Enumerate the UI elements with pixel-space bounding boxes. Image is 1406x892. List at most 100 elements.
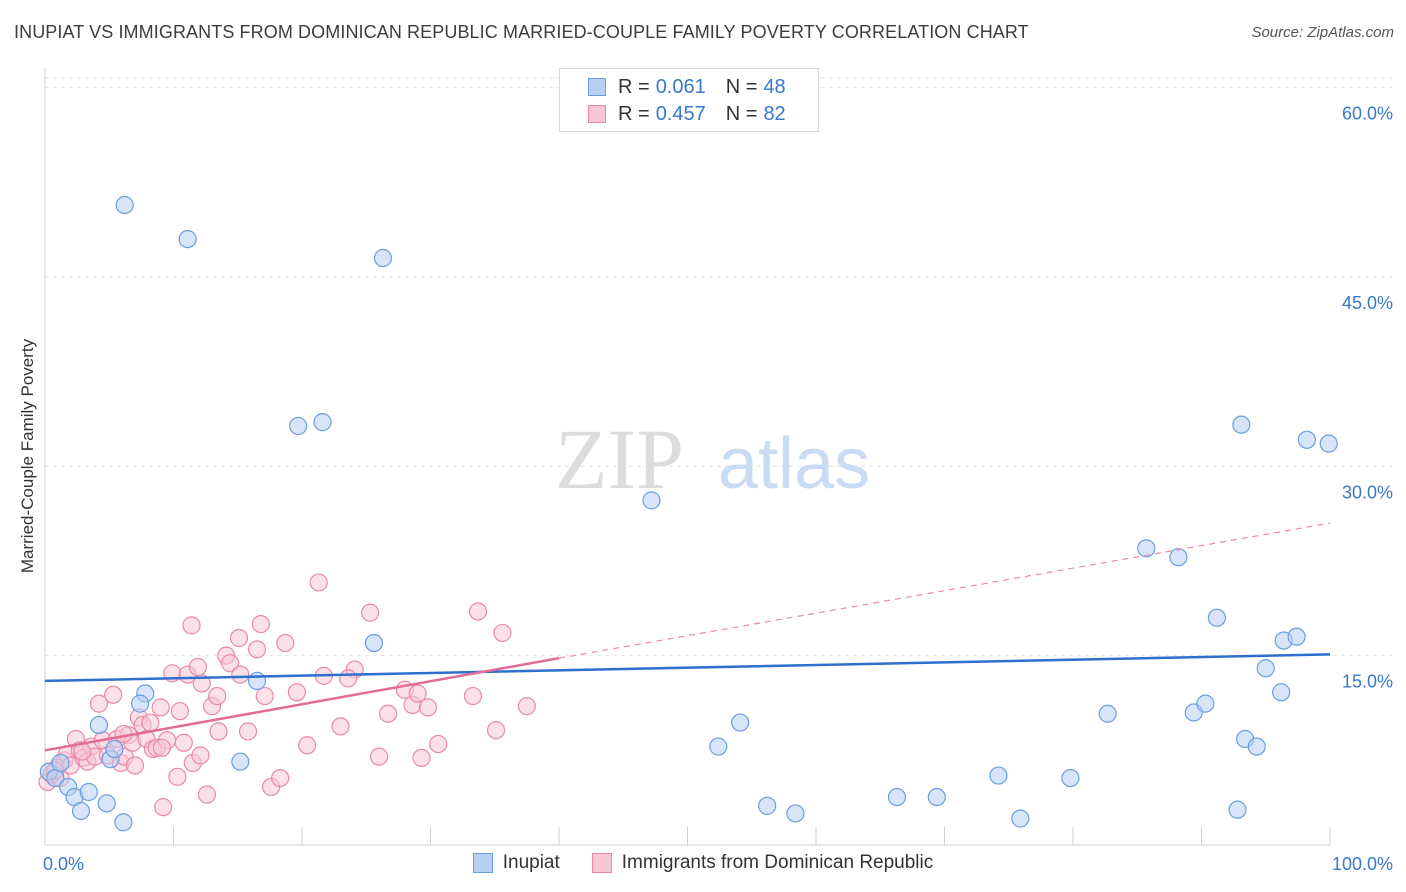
dominican-point — [182, 616, 201, 635]
inupiat-trend-line — [44, 653, 1331, 683]
inupiat-point — [642, 491, 661, 510]
y-tick-label: 30.0% — [1342, 482, 1393, 502]
inupiat-point — [1169, 548, 1188, 567]
inupiat-point — [364, 633, 384, 653]
dominican-point — [114, 724, 133, 744]
dominican-trend-extension — [558, 522, 1331, 659]
series-label-dominican: Immigrants from Dominican Republic — [621, 852, 934, 873]
dominican-point — [251, 614, 270, 634]
series-legend: Inupiat Immigrants from Dominican Republ… — [0, 852, 1406, 874]
dominican-point — [370, 747, 389, 766]
inupiat-point — [79, 782, 98, 802]
dominican-point — [517, 697, 536, 716]
points-layer — [38, 195, 1338, 832]
inupiat-point — [1272, 683, 1291, 702]
dominican-point — [188, 657, 208, 677]
dominican-point — [468, 602, 488, 621]
inupiat-point — [97, 794, 116, 813]
dominican-point — [191, 746, 210, 765]
dominican-point — [463, 686, 483, 706]
dominican-point — [361, 603, 380, 622]
dominican-point — [493, 623, 512, 643]
dominican-point — [174, 733, 193, 752]
dominican-point — [220, 654, 240, 673]
dominican-point — [287, 683, 306, 702]
y-axis-label: Married-Couple Family Poverty — [18, 338, 37, 573]
dominican-point — [408, 684, 427, 703]
dominican-point — [331, 717, 350, 736]
legend-r-label: R = — [618, 75, 650, 98]
dominican-point — [247, 640, 267, 659]
dominican-point — [298, 736, 317, 755]
dominican-point — [151, 698, 170, 717]
legend-swatch-dominican — [588, 105, 606, 123]
inupiat-point — [114, 813, 133, 832]
dominican-point — [89, 694, 109, 713]
inupiat-point — [178, 229, 197, 249]
series-legend-item-dominican: Immigrants from Dominican Republic — [591, 852, 934, 874]
dominican-point — [231, 665, 250, 684]
dominican-point — [255, 686, 274, 706]
inupiat-point — [373, 248, 393, 268]
dominican-point — [209, 722, 228, 741]
inupiat-point — [231, 752, 250, 771]
inupiat-point — [51, 753, 70, 773]
y-tick-label: 45.0% — [1342, 293, 1393, 313]
dominican-point — [141, 713, 160, 732]
dominican-point — [309, 573, 328, 592]
inupiat-point — [1256, 659, 1275, 678]
y-tick-label: 60.0% — [1342, 104, 1393, 124]
inupiat-point — [289, 416, 308, 436]
inupiat-point — [313, 413, 332, 432]
dominican-point — [152, 738, 172, 757]
x-tick-label: 100.0% — [1332, 854, 1393, 874]
inupiat-point — [1297, 430, 1316, 449]
dominican-point — [418, 698, 438, 717]
source-credit: Source: ZipAtlas.com — [1251, 24, 1394, 41]
series-swatch-inupiat — [472, 853, 493, 873]
dominican-point — [168, 767, 187, 786]
dominican-point — [429, 734, 448, 754]
dominican-point — [208, 686, 227, 706]
watermark-atlas: atlas — [718, 424, 870, 504]
inupiat-point — [786, 804, 805, 823]
inupiat-point — [1319, 434, 1338, 453]
inupiat-point — [731, 713, 750, 732]
inupiat-point — [758, 796, 777, 815]
dominican-point — [271, 768, 290, 788]
inupiat-point — [1228, 800, 1247, 819]
inupiat-point — [989, 766, 1008, 785]
legend-r-value-inupiat: 0.061 — [655, 75, 706, 98]
inupiat-point — [1247, 737, 1266, 756]
dominican-point — [229, 628, 249, 648]
inupiat-point — [887, 787, 907, 807]
inupiat-point — [1098, 704, 1117, 723]
series-label-inupiat: Inupiat — [502, 852, 560, 873]
legend-n-value-dominican: 82 — [763, 102, 786, 125]
inupiat-point — [1232, 415, 1251, 434]
legend-row-inupiat: R = 0.061 N = 48 — [588, 75, 786, 99]
dominican-point — [192, 674, 211, 693]
dominican-point — [170, 702, 190, 721]
trend-layer — [44, 522, 1331, 752]
dominican-trend-line — [44, 656, 560, 752]
dominican-point — [378, 704, 398, 723]
correlation-legend: R = 0.061 N = 48 R = 0.457 N = 82 — [559, 68, 819, 132]
legend-row-dominican: R = 0.457 N = 82 — [588, 102, 786, 126]
series-legend-item-inupiat: Inupiat — [472, 852, 560, 874]
axes-layer: 15.0% 30.0% 45.0% 60.0% 0.0% 100.0% — [43, 68, 1393, 874]
inupiat-point — [1207, 608, 1227, 627]
dominican-point — [125, 756, 145, 775]
chart-title: INUPIAT VS IMMIGRANTS FROM DOMINICAN REP… — [14, 22, 1029, 42]
inupiat-point — [105, 739, 124, 759]
legend-n-label: N = — [725, 75, 758, 98]
inupiat-point — [1061, 768, 1080, 788]
inupiat-point — [1011, 809, 1030, 828]
watermark-zip: ZIP — [555, 411, 684, 507]
dominican-point — [104, 685, 123, 704]
legend-r-value-dominican: 0.457 — [655, 102, 706, 125]
inupiat-point — [709, 737, 728, 756]
dominican-point — [276, 633, 295, 653]
dominican-point — [197, 785, 217, 804]
